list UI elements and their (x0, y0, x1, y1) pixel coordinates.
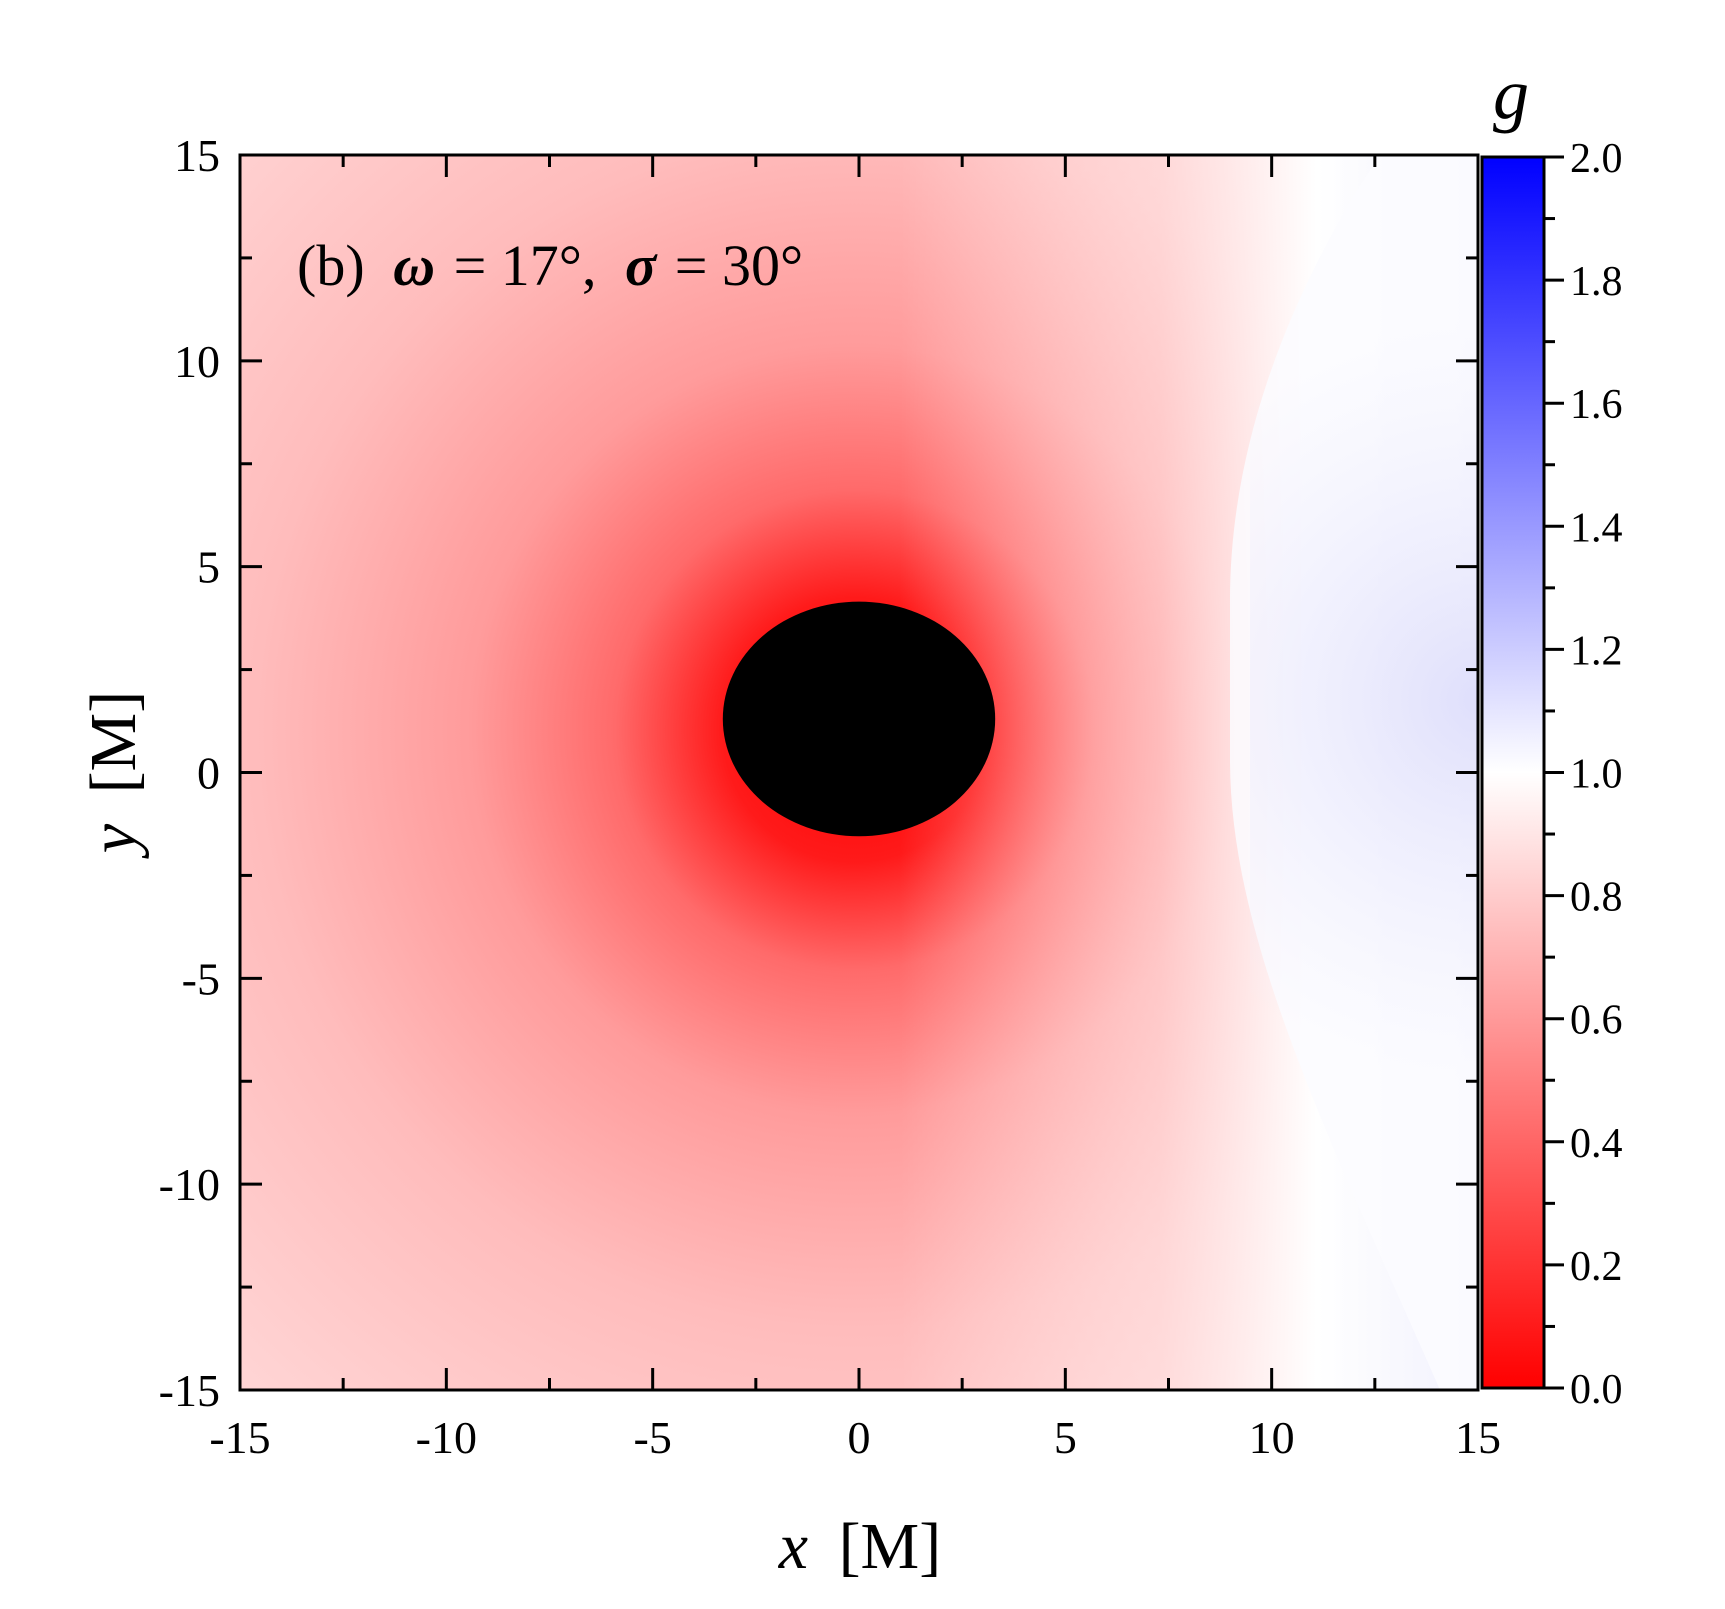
colorbar-tick-label: 2.0 (1570, 136, 1623, 182)
colorbar-tick-label: 1.8 (1570, 259, 1623, 305)
y-axis-tick-labels: -15 -10 -5 0 5 10 15 (159, 130, 220, 1416)
y-tick-label: -10 (159, 1159, 220, 1210)
colorbar-tick-label: 0.0 (1570, 1367, 1623, 1413)
colorbar-tick-label: 1.6 (1570, 382, 1623, 428)
sigma-symbol: σ (625, 233, 658, 298)
black-hole-shadow (722, 601, 996, 837)
x-axis-label: x [M] (778, 1510, 941, 1583)
colorbar-tick-label: 0.6 (1570, 998, 1623, 1044)
x-tick-label: 15 (1455, 1412, 1501, 1463)
x-tick-label: -10 (416, 1412, 477, 1463)
colorbar-ticks (1544, 155, 1564, 1390)
heatmap-field (240, 155, 1478, 1390)
y-tick-label: -5 (182, 953, 220, 1004)
y-axis-label: y [M] (77, 691, 150, 859)
x-axis-unit: [M] (839, 1510, 942, 1583)
x-tick-label: -15 (209, 1412, 270, 1463)
x-tick-label: 10 (1249, 1412, 1295, 1463)
colorbar-tick-label: 1.0 (1570, 752, 1623, 798)
y-tick-label: 5 (197, 542, 220, 593)
panel-annotation: (b) ω = 17°, σ = 30° (297, 233, 803, 298)
x-axis-var: x (778, 1510, 808, 1583)
colorbar (1480, 155, 1546, 1390)
x-axis-tick-labels: -15 -10 -5 0 5 10 15 (209, 1412, 1501, 1463)
y-tick-label: 0 (197, 748, 220, 799)
y-tick-label: 10 (174, 336, 220, 387)
colorbar-tick-label: 1.4 (1570, 505, 1623, 551)
colorbar-label: g (1493, 54, 1529, 134)
panel-label: (b) (297, 233, 365, 298)
sigma-value: = 30° (675, 233, 803, 298)
x-tick-label: 5 (1054, 1412, 1077, 1463)
y-axis-ticks (240, 153, 1478, 1392)
omega-value: = 17°, (454, 233, 597, 298)
x-tick-label: -5 (634, 1412, 672, 1463)
colorbar-tick-label: 1.2 (1570, 628, 1623, 674)
x-tick-label: 0 (848, 1412, 871, 1463)
y-tick-label: 15 (174, 130, 220, 181)
heatmap-blue-tint (1250, 155, 1478, 1390)
omega-symbol: ω (393, 233, 435, 298)
x-axis-ticks (238, 155, 1480, 1390)
colorbar-tick-label: 0.4 (1570, 1121, 1623, 1167)
colorbar-tick-labels: 0.0 0.2 0.4 0.6 0.8 1.0 1.2 1.4 1.6 1.8 2.0 (1570, 136, 1623, 1413)
y-axis-var: y (77, 823, 150, 859)
colorbar-tick-label: 0.8 (1570, 875, 1623, 921)
colorbar-tick-label: 0.2 (1570, 1244, 1623, 1290)
y-axis-unit: [M] (77, 691, 150, 794)
y-tick-label: -15 (159, 1365, 220, 1416)
